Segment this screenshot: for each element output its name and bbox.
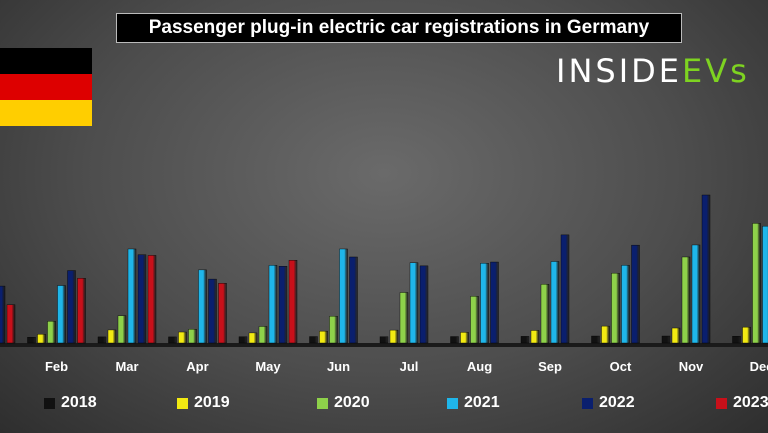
x-tick-label: May: [255, 359, 281, 374]
bar-dec-2018: [732, 336, 741, 344]
bar-oct-2021: [621, 265, 630, 344]
bar-may-2018: [238, 336, 248, 344]
legend-label: 2021: [464, 394, 500, 411]
legend-swatch: [582, 397, 593, 409]
legend-swatch: [716, 397, 727, 409]
bar-may-2020: [258, 326, 268, 344]
bar-jul-2018: [379, 336, 389, 344]
bar-jun-2018: [309, 336, 318, 344]
legend-label: 2023: [733, 394, 768, 411]
bar-mar-2023: [147, 255, 157, 344]
bar-oct-2019: [601, 325, 610, 344]
legend-swatch: [44, 397, 55, 409]
bar-feb-2018: [27, 337, 36, 344]
bar-nov-2018: [661, 335, 671, 344]
bar-dec-2020: [752, 223, 761, 344]
bar-apr-2020: [188, 329, 197, 344]
bar-may-2022: [278, 266, 288, 344]
bar-dec-2019: [742, 326, 751, 344]
bar-feb-2023: [77, 278, 86, 344]
legend-swatch: [447, 397, 458, 409]
bar-oct-2020: [611, 272, 620, 344]
x-tick-label: Dec: [750, 359, 768, 374]
bar-apr-2023: [218, 283, 227, 344]
legend-swatch: [317, 397, 328, 409]
legend-item-2018: 2018: [44, 388, 97, 418]
bar-may-2019: [248, 332, 258, 344]
bar-sep-2021: [550, 261, 560, 344]
bar-feb-2019: [37, 334, 46, 344]
bar-may-2023: [288, 260, 298, 344]
x-tick-label: Nov: [679, 359, 704, 374]
legend-label: 2018: [61, 394, 97, 411]
bar-jul-2019: [389, 329, 399, 344]
bar-dec-2021: [762, 225, 768, 344]
legend-item-2019: 2019: [177, 388, 230, 418]
bar-nov-2022: [701, 194, 711, 344]
bar-sep-2018: [520, 336, 530, 344]
legend-item-2021: 2021: [447, 388, 500, 418]
bar-jan-2023: [6, 304, 16, 344]
legend-item-2023: 2023: [716, 388, 768, 418]
bar-jun-2019: [319, 330, 328, 344]
bar-jan-2022: [0, 285, 6, 344]
legend-label: 2019: [194, 394, 230, 411]
bar-jul-2020: [399, 292, 409, 344]
x-tick-label: Jul: [400, 359, 419, 374]
x-tick-label: Feb: [45, 359, 68, 374]
flag-stripe-gold: [0, 100, 92, 126]
bar-apr-2018: [168, 336, 177, 344]
germany-flag-icon: [0, 48, 92, 126]
legend-item-2022: 2022: [582, 388, 635, 418]
bar-sep-2019: [530, 330, 540, 344]
bar-jun-2020: [329, 315, 338, 344]
flag-stripe-black: [0, 48, 92, 74]
bar-aug-2020: [470, 296, 479, 344]
x-tick-label: Oct: [610, 359, 632, 374]
bar-feb-2021: [57, 285, 66, 344]
bar-jul-2022: [419, 265, 429, 344]
bar-apr-2019: [178, 331, 187, 344]
bar-aug-2021: [480, 263, 489, 344]
bar-nov-2020: [681, 256, 691, 344]
bar-mar-2021: [127, 248, 137, 344]
legend-label: 2022: [599, 394, 635, 411]
x-tick-label: Mar: [115, 359, 138, 374]
x-tick-label: Aug: [467, 359, 492, 374]
bar-apr-2021: [198, 269, 207, 344]
bar-oct-2022: [631, 244, 640, 344]
bar-may-2021: [268, 265, 278, 344]
insideevs-logo: INSIDEEVs: [556, 54, 750, 88]
flag-stripe-red: [0, 74, 92, 100]
bar-aug-2019: [460, 332, 469, 344]
bar-mar-2018: [97, 336, 107, 344]
x-tick-label: Sep: [538, 359, 562, 374]
chart-title: Passenger plug-in electric car registrat…: [116, 13, 682, 43]
legend-label: 2020: [334, 394, 370, 411]
bar-sep-2020: [540, 284, 550, 344]
legend-item-2020: 2020: [317, 388, 370, 418]
bar-feb-2022: [67, 270, 76, 344]
bar-jul-2021: [409, 262, 419, 344]
legend-swatch: [177, 397, 188, 409]
bar-mar-2022: [137, 254, 147, 344]
bar-sep-2022: [560, 234, 570, 344]
bar-aug-2022: [490, 261, 499, 344]
bar-nov-2021: [691, 244, 701, 344]
bar-aug-2018: [450, 336, 459, 344]
bar-jun-2021: [339, 248, 348, 344]
bar-apr-2022: [208, 278, 217, 344]
x-axis-line: [0, 343, 768, 347]
bar-feb-2020: [47, 321, 56, 344]
bar-mar-2019: [107, 329, 117, 344]
bar-oct-2018: [591, 335, 600, 344]
x-tick-label: Apr: [186, 359, 208, 374]
bar-nov-2019: [671, 327, 681, 344]
bar-mar-2020: [117, 315, 127, 344]
bar-jun-2022: [349, 256, 358, 344]
x-tick-label: Jun: [327, 359, 350, 374]
chart-legend: 2018 2019 2020 2021 2022 2023: [0, 388, 768, 418]
